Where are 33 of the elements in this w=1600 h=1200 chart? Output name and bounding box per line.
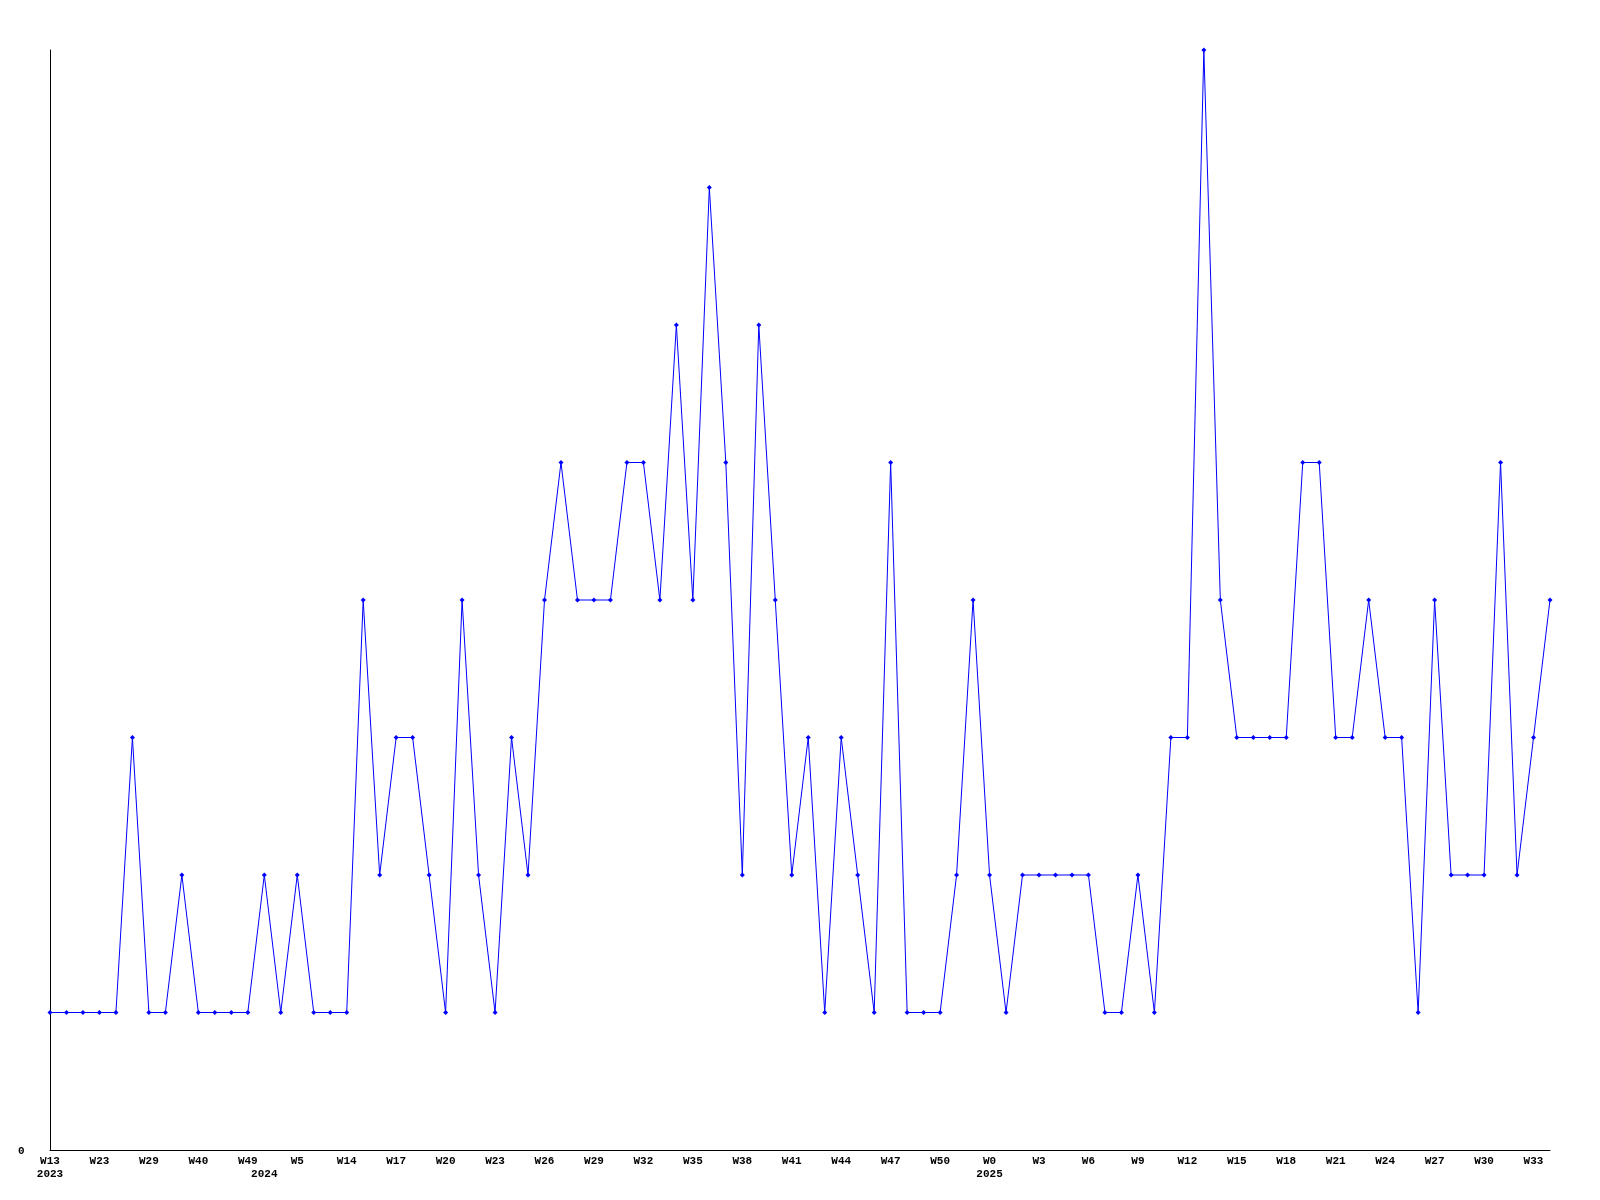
x-tick-label: W26 (534, 1154, 555, 1167)
x-tick-label: W35 (682, 1154, 704, 1167)
x-tick-label: W23 (485, 1154, 506, 1167)
x-tick-label: W3 (1032, 1154, 1047, 1167)
x-tick-label: W50 (930, 1154, 951, 1167)
x-tick-label: W12 (1177, 1154, 1198, 1167)
x-tick-label: W44 (831, 1154, 852, 1167)
x-tick-label: W18 (1276, 1154, 1297, 1167)
x-tick-label: W27 (1424, 1154, 1445, 1167)
x-tick-label: 2024 (251, 1167, 278, 1180)
x-tick-label: W29 (138, 1154, 159, 1167)
x-tick-label: W20 (435, 1154, 456, 1167)
x-tick-label: W13 2023 (36, 1154, 64, 1180)
x-tick-label: W14 (336, 1154, 357, 1167)
x-tick-label: W30 (1474, 1154, 1494, 1167)
x-tick-label: W40 (188, 1154, 209, 1167)
x-tick-label: W0 2025 (976, 1154, 1004, 1180)
x-tick-label: W6 (1081, 1154, 1096, 1167)
x-tick-label: W21 (1325, 1154, 1347, 1167)
x-tick-label: W32 (633, 1154, 654, 1167)
x-tick-label: W33 (1523, 1154, 1544, 1167)
x-tick-label: W15 (1226, 1154, 1248, 1167)
x-tick-label: W49 (237, 1154, 258, 1167)
x-tick-label: W47 (880, 1154, 901, 1167)
x-tick-label: W24 (1375, 1154, 1396, 1167)
x-tick-label: W5 (290, 1154, 305, 1167)
x-tick-label: W41 (781, 1154, 803, 1167)
x-tick-label: W29 (584, 1154, 604, 1167)
text: 0 (18, 1144, 25, 1157)
x-tick-label: W23 (89, 1154, 110, 1167)
x-tick-label: W17 (386, 1154, 407, 1167)
x-tick-label: W38 (732, 1154, 753, 1167)
x-tick-label: W9 (1131, 1154, 1145, 1167)
